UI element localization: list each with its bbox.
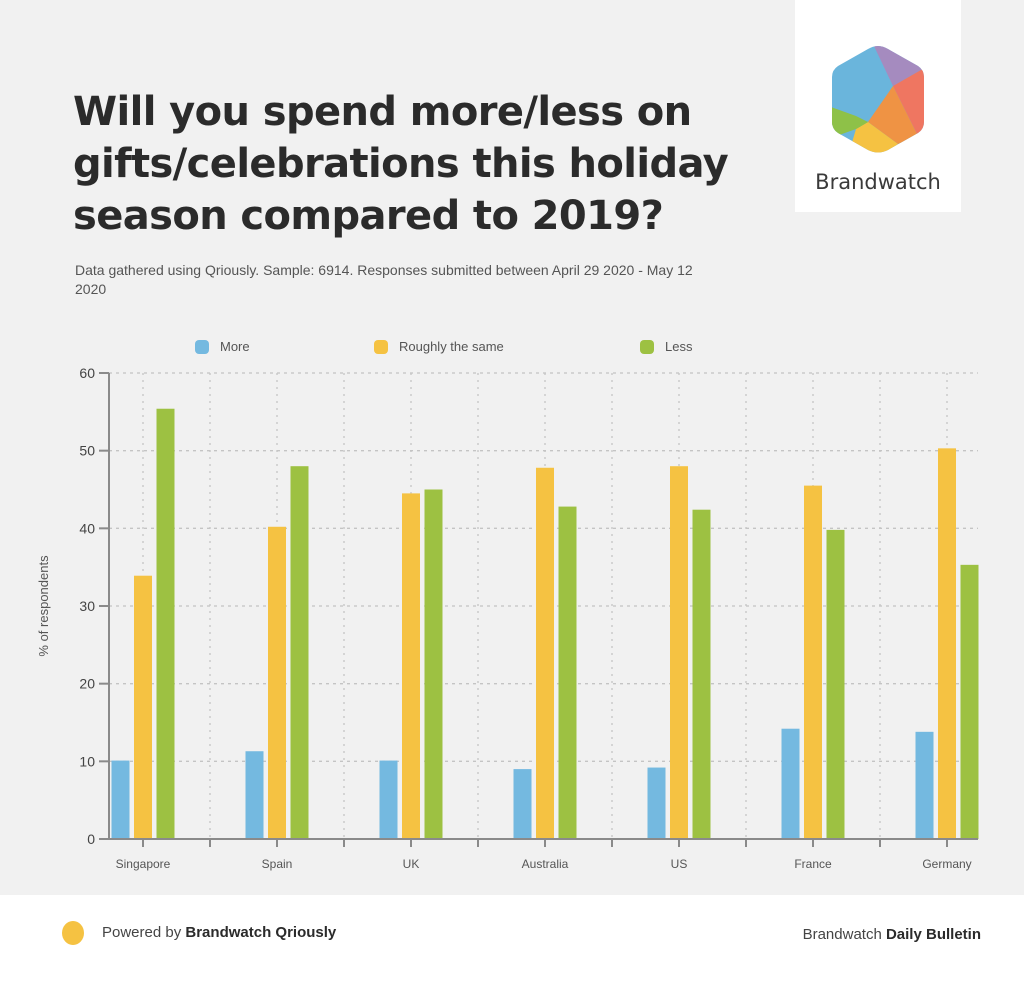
legend-swatch-more xyxy=(195,339,209,354)
x-tick-label: Spain xyxy=(262,857,293,871)
legend-item-less: Less xyxy=(640,339,692,354)
bar-more xyxy=(245,751,264,839)
bar-less xyxy=(692,509,711,839)
x-tick-label: US xyxy=(671,857,688,871)
footer-powered-by: Powered by Brandwatch Qriously xyxy=(102,924,336,941)
bar-more xyxy=(781,728,800,839)
legend-label-less: Less xyxy=(665,339,693,354)
x-tick-label: UK xyxy=(403,857,420,871)
bar-less xyxy=(960,564,979,839)
brandwatch-logo-card: Brandwatch xyxy=(795,0,961,212)
brandwatch-logo-text: Brandwatch xyxy=(815,170,941,194)
bar-roughly-the-same xyxy=(402,493,420,839)
bar-more xyxy=(379,760,398,839)
footer-powered-by-prefix: Powered by xyxy=(102,924,186,941)
bar-more xyxy=(111,760,130,839)
y-axis-label: % of respondents xyxy=(36,555,51,657)
brandwatch-hexagon-logo-icon xyxy=(832,46,924,153)
chart-subtitle: Data gathered using Qriously. Sample: 69… xyxy=(75,262,693,297)
bar-roughly-the-same xyxy=(536,467,554,839)
bar-roughly-the-same xyxy=(134,575,152,839)
bar-less xyxy=(424,489,443,839)
bar-roughly-the-same xyxy=(938,448,956,839)
footer-dot-icon xyxy=(62,921,84,945)
chart-legend: More Roughly the same Less xyxy=(0,339,1024,359)
bar-roughly-the-same xyxy=(670,466,688,839)
y-tick-label: 40 xyxy=(79,520,95,536)
bar-more xyxy=(647,767,666,839)
bar-less xyxy=(558,506,577,839)
footer-daily-bulletin: Brandwatch Daily Bulletin xyxy=(803,926,981,943)
bar-more xyxy=(915,731,934,839)
legend-item-more: More xyxy=(195,339,250,354)
legend-item-same: Roughly the same xyxy=(374,339,504,354)
y-tick-label: 0 xyxy=(87,831,95,847)
footer-bulletin-name: Daily Bulletin xyxy=(885,926,981,943)
y-tick-label: 50 xyxy=(79,443,95,459)
bar-roughly-the-same xyxy=(268,526,286,839)
legend-label-more: More xyxy=(220,339,250,354)
bar-more xyxy=(513,769,532,839)
y-tick-label: 30 xyxy=(79,598,95,614)
y-tick-label: 10 xyxy=(79,753,95,769)
x-tick-label: Australia xyxy=(522,857,569,871)
bar-less xyxy=(826,529,845,839)
x-tick-label: Germany xyxy=(922,857,971,871)
legend-label-same: Roughly the same xyxy=(399,339,504,354)
x-tick-label: Singapore xyxy=(116,857,171,871)
legend-swatch-same xyxy=(374,339,388,354)
y-tick-label: 20 xyxy=(79,676,95,692)
footer-powered-by-brand: Brandwatch Qriously xyxy=(185,924,337,941)
page-title: Will you spend more/less on gifts/celebr… xyxy=(73,89,729,239)
legend-swatch-less xyxy=(640,339,654,354)
x-tick-label: France xyxy=(794,857,832,871)
bar-chart: 0 10 20 30 40 50 60 Singapore Spain UK Australia US… xyxy=(36,365,979,871)
footer-bulletin-prefix: Brandwatch xyxy=(802,926,886,943)
bar-less xyxy=(290,466,309,839)
bar-roughly-the-same xyxy=(804,485,822,839)
bar-less xyxy=(156,408,175,839)
y-tick-label: 60 xyxy=(79,365,95,381)
